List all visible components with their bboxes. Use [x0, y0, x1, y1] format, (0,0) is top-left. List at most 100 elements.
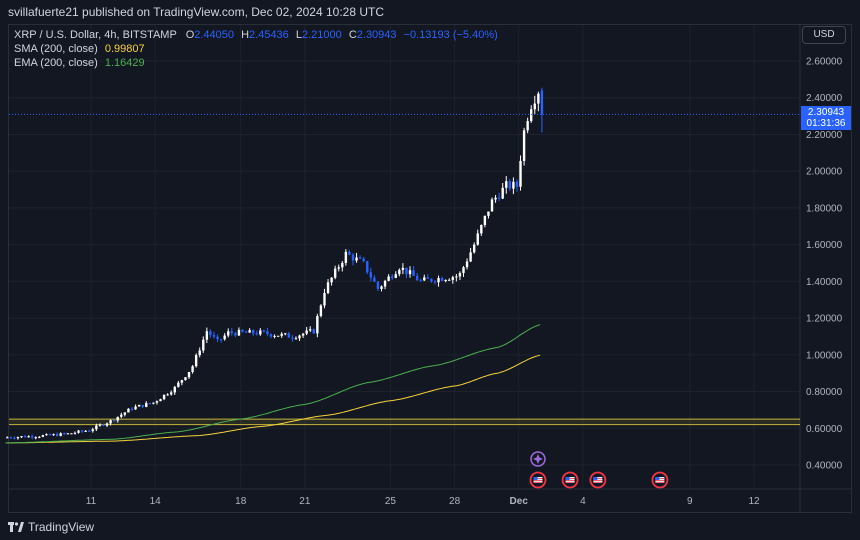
candle-down — [291, 337, 294, 339]
candle-up — [472, 244, 476, 253]
candle-down — [255, 333, 258, 335]
candle-up — [501, 187, 504, 199]
candle-down — [244, 331, 248, 333]
candle-up — [173, 386, 176, 393]
candle-up — [187, 371, 191, 378]
y-axis-tick-label: 2.40000 — [806, 93, 843, 104]
candle-up — [194, 355, 198, 367]
candle-up — [451, 277, 454, 280]
sma-200-line — [5, 354, 541, 444]
y-axis-tick-label: 2.20000 — [806, 130, 843, 141]
candle-up — [469, 252, 472, 262]
x-axis-tick-label: 25 — [385, 496, 397, 507]
candle-up — [45, 434, 48, 436]
chart-frame — [8, 24, 852, 513]
tradingview-logo[interactable]: TradingView — [8, 520, 94, 534]
y-axis-tick-label: 1.80000 — [806, 203, 843, 214]
candle-up — [98, 424, 102, 426]
candle-up — [476, 233, 479, 245]
candle-up — [455, 276, 458, 278]
candle-up — [105, 423, 109, 426]
us-flag-icon[interactable] — [561, 471, 579, 489]
candle-up — [70, 433, 73, 435]
open-label: O — [185, 29, 195, 41]
candle-down — [48, 434, 52, 436]
flag-icon-canton — [533, 477, 538, 480]
candle-up — [309, 329, 312, 331]
candle-up — [458, 273, 462, 277]
candle-up — [34, 437, 37, 439]
ema-value: 1.16429 — [104, 57, 145, 69]
us-flag-icon[interactable] — [529, 471, 547, 489]
candle-up — [166, 394, 169, 396]
sma-legend[interactable]: SMA (200, close) 0.99807 — [14, 43, 145, 55]
candle-down — [415, 275, 419, 281]
x-axis-tick-label: 21 — [299, 496, 311, 507]
candle-up — [116, 416, 119, 421]
candle-down — [230, 331, 233, 334]
flag-icon-canton — [655, 477, 660, 480]
candle-up — [530, 109, 533, 122]
ema-200-line — [5, 324, 541, 444]
candle-down — [497, 197, 501, 199]
candle-up — [184, 377, 187, 381]
candle-up — [444, 279, 447, 281]
ema-label: EMA (200, close) — [14, 57, 98, 69]
ema-legend[interactable]: EMA (200, close) 1.16429 — [14, 57, 145, 69]
candle-up — [380, 286, 383, 289]
candle-up — [273, 335, 276, 337]
candle-up — [494, 197, 497, 200]
candle-down — [9, 437, 12, 439]
candle-down — [148, 403, 152, 405]
candle-down — [430, 278, 433, 282]
candle-down — [269, 334, 273, 337]
candle-up — [180, 380, 184, 383]
candle-up — [152, 402, 155, 404]
candle-up — [202, 339, 205, 351]
candle-up — [326, 282, 330, 293]
symbol-label[interactable]: XRP / U.S. Dollar, 4h, BITSTAMP — [14, 29, 177, 41]
candle-up — [123, 412, 127, 415]
candle-down — [55, 434, 59, 436]
candle-up — [505, 181, 508, 188]
us-flag-icon[interactable] — [651, 471, 669, 489]
y-axis-tick-label: 1.40000 — [806, 277, 843, 288]
candle-down — [362, 258, 365, 262]
star-icon[interactable] — [530, 451, 546, 467]
candle-up — [159, 399, 162, 402]
chart-canvas[interactable]: 0.40000 0.60000 0.80000 1.00000 1.20000 1.400… — [0, 0, 860, 513]
currency-button[interactable]: USD — [802, 26, 846, 44]
high-value: 2.45436 — [249, 29, 289, 41]
x-axis-tick-label: 28 — [449, 496, 461, 507]
us-flag-icon[interactable] — [589, 471, 607, 489]
candle-up — [198, 350, 201, 356]
candle-down — [241, 329, 244, 332]
candle-up — [423, 277, 426, 281]
candle-up — [533, 103, 536, 110]
low-value: 2.21000 — [301, 29, 342, 41]
candle-up — [487, 211, 490, 216]
candle-up — [323, 292, 326, 306]
candle-up — [333, 268, 337, 278]
candle-up — [38, 436, 41, 438]
y-axis-tick-label: 1.20000 — [806, 314, 843, 325]
candle-down — [405, 267, 408, 275]
candle-up — [526, 121, 529, 131]
tradingview-logo-icon — [8, 522, 24, 532]
candle-up — [77, 430, 80, 433]
y-axis-tick-label: 1.60000 — [806, 240, 843, 251]
candle-down — [287, 333, 291, 338]
candle-down — [141, 404, 144, 407]
publisher-credit: svillafuerte21 published on TradingView.… — [8, 5, 385, 19]
candle-down — [376, 281, 380, 289]
sma-label: SMA (200, close) — [14, 43, 98, 55]
candle-down — [216, 336, 219, 340]
candle-down — [30, 436, 34, 438]
candle-up — [134, 406, 137, 410]
candle-down — [88, 430, 91, 432]
candle-up — [284, 333, 287, 335]
candle-down — [262, 330, 266, 332]
candle-up — [191, 366, 194, 372]
plot-area — [9, 25, 800, 489]
candle-up — [127, 408, 130, 413]
